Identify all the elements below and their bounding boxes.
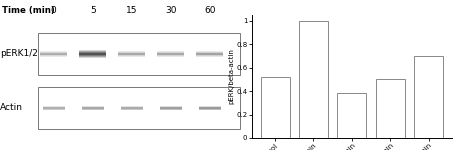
Bar bbox=[261, 77, 289, 138]
Text: Actin: Actin bbox=[0, 103, 23, 112]
Bar bbox=[299, 21, 328, 138]
Bar bbox=[160, 107, 182, 108]
Bar bbox=[158, 54, 184, 55]
Bar bbox=[199, 109, 221, 110]
Bar bbox=[79, 51, 106, 52]
Bar bbox=[160, 109, 182, 110]
Text: 0: 0 bbox=[51, 6, 56, 15]
Bar bbox=[414, 56, 443, 138]
Bar bbox=[82, 107, 104, 108]
Bar bbox=[158, 51, 184, 52]
Bar bbox=[118, 56, 145, 57]
Bar bbox=[197, 55, 223, 56]
Bar bbox=[82, 109, 104, 110]
Bar bbox=[40, 55, 67, 56]
Bar bbox=[197, 53, 223, 54]
Bar bbox=[118, 52, 145, 53]
Bar bbox=[40, 52, 67, 53]
Bar bbox=[43, 106, 65, 107]
Text: 5: 5 bbox=[90, 6, 96, 15]
Bar bbox=[79, 52, 106, 53]
Bar bbox=[79, 57, 106, 58]
Bar bbox=[158, 52, 184, 53]
Bar bbox=[82, 106, 104, 107]
Bar bbox=[40, 56, 67, 57]
Text: 30: 30 bbox=[165, 6, 177, 15]
Bar bbox=[79, 50, 106, 51]
Bar bbox=[197, 51, 223, 52]
Bar bbox=[160, 108, 182, 109]
Bar bbox=[38, 33, 240, 75]
Bar bbox=[158, 55, 184, 56]
Bar bbox=[121, 107, 143, 108]
Bar bbox=[43, 108, 65, 109]
Bar bbox=[82, 108, 104, 109]
Bar bbox=[199, 106, 221, 107]
Bar bbox=[376, 80, 404, 138]
Bar bbox=[118, 55, 145, 56]
Bar bbox=[158, 55, 184, 56]
Bar bbox=[121, 108, 143, 109]
Bar bbox=[197, 55, 223, 56]
Bar bbox=[158, 53, 184, 54]
Bar bbox=[197, 52, 223, 53]
Bar bbox=[118, 55, 145, 56]
Bar bbox=[79, 54, 106, 55]
Bar bbox=[79, 56, 106, 57]
Bar bbox=[197, 54, 223, 55]
Bar bbox=[118, 51, 145, 52]
Bar bbox=[40, 54, 67, 55]
Bar bbox=[40, 51, 67, 52]
Y-axis label: pERK/beta-actin: pERK/beta-actin bbox=[229, 49, 235, 104]
Bar bbox=[79, 55, 106, 56]
Bar bbox=[43, 109, 65, 110]
Bar bbox=[199, 108, 221, 109]
Bar bbox=[121, 106, 143, 107]
Text: 60: 60 bbox=[204, 6, 216, 15]
Bar bbox=[118, 54, 145, 55]
Bar bbox=[199, 107, 221, 108]
Bar bbox=[43, 107, 65, 108]
Bar bbox=[40, 53, 67, 54]
Bar bbox=[158, 56, 184, 57]
Bar bbox=[79, 53, 106, 54]
Bar bbox=[38, 87, 240, 129]
Bar bbox=[160, 106, 182, 107]
Bar bbox=[121, 109, 143, 110]
Text: pERK1/2: pERK1/2 bbox=[0, 50, 38, 58]
Bar bbox=[197, 56, 223, 57]
Bar bbox=[40, 55, 67, 56]
Text: 15: 15 bbox=[126, 6, 137, 15]
Text: Time (min): Time (min) bbox=[2, 6, 55, 15]
Bar bbox=[118, 53, 145, 54]
Bar bbox=[337, 93, 366, 138]
